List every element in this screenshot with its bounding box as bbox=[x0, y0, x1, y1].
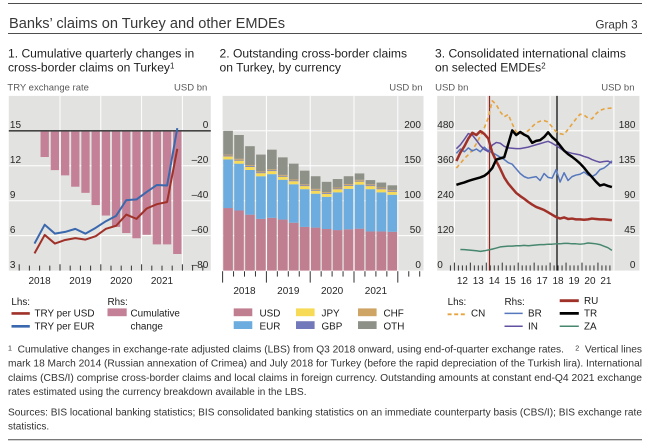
svg-text:18: 18 bbox=[553, 276, 565, 287]
svg-text:480: 480 bbox=[437, 120, 454, 131]
svg-text:on selected EMDEs2: on selected EMDEs2 bbox=[435, 61, 546, 75]
svg-text:9: 9 bbox=[10, 190, 16, 201]
svg-text:Banks’ claims on Turkey and ot: Banks’ claims on Turkey and other EMDEs bbox=[9, 16, 285, 32]
svg-text:15: 15 bbox=[10, 120, 22, 131]
svg-text:ZA: ZA bbox=[584, 321, 597, 332]
svg-text:45: 45 bbox=[624, 225, 636, 236]
svg-text:2019: 2019 bbox=[69, 276, 92, 287]
svg-text:50: 50 bbox=[410, 225, 422, 236]
svg-text:360: 360 bbox=[437, 155, 454, 166]
svg-text:EUR: EUR bbox=[260, 321, 281, 332]
svg-text:Rhs:: Rhs: bbox=[108, 297, 128, 308]
svg-text:0: 0 bbox=[630, 260, 636, 271]
svg-text:0: 0 bbox=[437, 260, 443, 271]
svg-text:change: change bbox=[131, 321, 164, 332]
svg-text:USD bn: USD bn bbox=[601, 83, 634, 94]
svg-text:2020: 2020 bbox=[110, 276, 133, 287]
svg-text:200: 200 bbox=[404, 120, 421, 131]
svg-text:JPY: JPY bbox=[322, 308, 341, 319]
svg-text:0: 0 bbox=[415, 260, 421, 271]
svg-text:Graph 3: Graph 3 bbox=[595, 19, 637, 32]
svg-text:19: 19 bbox=[568, 276, 580, 287]
svg-text:USD bn: USD bn bbox=[389, 83, 422, 94]
svg-text:rates estimated using the curr: rates estimated using the currency break… bbox=[8, 387, 307, 398]
svg-text:180: 180 bbox=[619, 120, 636, 131]
svg-text:150: 150 bbox=[404, 155, 421, 166]
svg-text:Lhs:: Lhs: bbox=[11, 297, 30, 308]
svg-text:1 Cumulative changes in excha: 1 Cumulative changes in exchange-rate ad… bbox=[8, 344, 642, 355]
svg-text:USD bn: USD bn bbox=[435, 83, 468, 94]
svg-text:6: 6 bbox=[10, 225, 16, 236]
svg-text:cross-border claims on Turkey1: cross-border claims on Turkey1 bbox=[8, 61, 174, 75]
svg-text:CN: CN bbox=[471, 308, 485, 319]
svg-text:Cumulative: Cumulative bbox=[131, 308, 181, 319]
svg-text:2018: 2018 bbox=[233, 286, 256, 297]
svg-text:statistics.: statistics. bbox=[8, 422, 49, 433]
svg-text:240: 240 bbox=[437, 190, 454, 201]
svg-text:120: 120 bbox=[437, 225, 454, 236]
svg-text:CHF: CHF bbox=[384, 308, 404, 319]
svg-text:–40: –40 bbox=[192, 190, 209, 201]
svg-text:3: 3 bbox=[10, 260, 16, 271]
svg-text:IN: IN bbox=[528, 321, 538, 332]
svg-text:20: 20 bbox=[584, 276, 596, 287]
svg-text:on Turkey, by currency: on Turkey, by currency bbox=[220, 61, 342, 75]
svg-text:BR: BR bbox=[528, 308, 542, 319]
svg-text:21: 21 bbox=[600, 276, 612, 287]
svg-text:2. Outstanding cross-border cl: 2. Outstanding cross-border claims bbox=[220, 47, 408, 61]
svg-text:100: 100 bbox=[404, 190, 421, 201]
svg-text:3. Consolidated international: 3. Consolidated international claims bbox=[435, 47, 626, 61]
svg-text:–80: –80 bbox=[192, 260, 209, 271]
svg-text:Rhs:: Rhs: bbox=[505, 297, 525, 308]
svg-text:2019: 2019 bbox=[277, 286, 300, 297]
svg-text:1. Cumulative quarterly change: 1. Cumulative quarterly changes in bbox=[8, 47, 194, 61]
svg-text:14: 14 bbox=[489, 276, 501, 287]
svg-text:–60: –60 bbox=[192, 225, 209, 236]
svg-text:16: 16 bbox=[521, 276, 533, 287]
svg-text:OTH: OTH bbox=[384, 321, 405, 332]
svg-text:Sources: BIS locational bankin: Sources: BIS locational banking statisti… bbox=[8, 407, 642, 418]
svg-text:2021: 2021 bbox=[151, 276, 174, 287]
svg-text:2020: 2020 bbox=[321, 286, 344, 297]
svg-text:135: 135 bbox=[619, 155, 636, 166]
svg-text:TRY per USD: TRY per USD bbox=[35, 308, 95, 319]
svg-text:17: 17 bbox=[537, 276, 549, 287]
svg-text:13: 13 bbox=[473, 276, 485, 287]
svg-text:TRY exchange rate: TRY exchange rate bbox=[7, 83, 89, 94]
svg-text:12: 12 bbox=[457, 276, 469, 287]
svg-text:15: 15 bbox=[505, 276, 517, 287]
svg-text:–20: –20 bbox=[192, 155, 209, 166]
svg-text:TRY per EUR: TRY per EUR bbox=[35, 321, 95, 332]
svg-text:claims (CBS/I) comprise cross-: claims (CBS/I) comprise cross-border cla… bbox=[8, 373, 642, 384]
svg-text:2021: 2021 bbox=[365, 286, 388, 297]
svg-text:0: 0 bbox=[203, 120, 209, 131]
svg-text:USD: USD bbox=[260, 308, 281, 319]
svg-text:Lhs:: Lhs: bbox=[448, 297, 467, 308]
svg-text:2018: 2018 bbox=[28, 276, 51, 287]
svg-text:90: 90 bbox=[624, 190, 636, 201]
svg-text:USD bn: USD bn bbox=[174, 83, 207, 94]
svg-text:TR: TR bbox=[584, 308, 597, 319]
svg-text:mark 18 March 2014 (Russian an: mark 18 March 2014 (Russian annexation o… bbox=[8, 359, 642, 370]
svg-text:GBP: GBP bbox=[322, 321, 343, 332]
svg-text:12: 12 bbox=[10, 155, 22, 166]
svg-text:RU: RU bbox=[584, 296, 598, 307]
